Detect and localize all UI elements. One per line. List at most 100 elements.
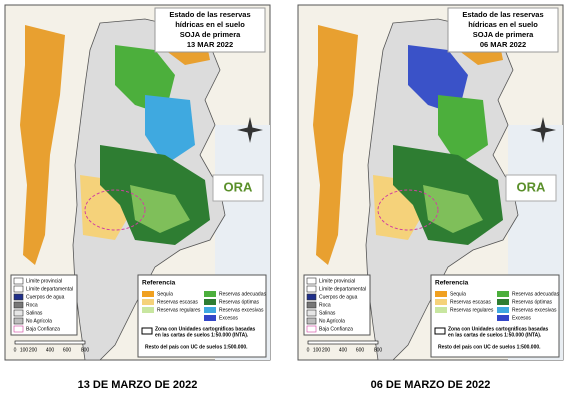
reference-swatch [204, 291, 216, 297]
legend-label: Roca [319, 302, 331, 308]
excess-zone [145, 95, 195, 165]
reference-note: Resto del país con UC de suelos 1:500.00… [145, 344, 248, 350]
reference-swatch [142, 307, 154, 313]
reference-label: Reservas escasas [157, 299, 198, 305]
legend-label: Baja Confianza [319, 326, 353, 332]
panel-caption: 13 DE MARZO DE 2022 [78, 379, 198, 391]
reference-note: en las cartas de suelos 1:50.000 (INTA). [155, 332, 249, 338]
scale-label: 600 [63, 347, 72, 353]
legend-swatch [306, 277, 317, 285]
regular-zone [423, 185, 483, 233]
legend-label: Roca [26, 302, 38, 308]
compass [530, 117, 556, 143]
reference-label: Reservas óptimas [512, 299, 553, 305]
reference-note: Zona con Unidades cartográficas basadas [448, 326, 549, 332]
legend-swatch [306, 285, 317, 293]
reference-swatch [435, 299, 447, 305]
reference-title: Referencia [142, 280, 176, 287]
regular-zone [130, 185, 190, 233]
legend-swatch [13, 293, 24, 301]
map-title: Estado de las reservas [462, 10, 543, 19]
logo: ORA [224, 179, 254, 194]
reference-swatch [142, 291, 154, 297]
reference-note: Resto del país con UC de suelos 1:500.00… [438, 344, 541, 350]
logo-box [505, 174, 557, 202]
legend-swatch [13, 277, 24, 285]
panel-caption: 06 DE MARZO DE 2022 [371, 379, 491, 391]
legend-swatch [13, 309, 24, 317]
reference-swatch [497, 315, 509, 321]
reference-note: en las cartas de suelos 1:50.000 (INTA). [448, 332, 542, 338]
legend-swatch [306, 301, 317, 309]
map-title: 06 MAR 2022 [480, 40, 526, 49]
reference-label: Reservas regulares [450, 307, 494, 313]
reference-note: Zona con Unidades cartográficas basadas [155, 326, 256, 332]
legend-swatch [306, 309, 317, 317]
reference-label: Sequía [450, 291, 466, 297]
logo-box [212, 174, 264, 202]
scale-label: 400 [339, 347, 348, 353]
legend-label: Límite provincial [26, 278, 62, 284]
reference-box [430, 274, 560, 358]
map-title: hídricas en el suelo [468, 20, 538, 29]
reference-label: Reservas excesivas [512, 307, 557, 313]
reference-swatch [204, 307, 216, 313]
drought-zone [20, 25, 65, 265]
low-confidence [84, 189, 146, 231]
low-confidence [377, 189, 439, 231]
scale-label: 400 [46, 347, 55, 353]
legend-label: Baja Confianza [26, 326, 60, 332]
legend-swatch [13, 317, 24, 325]
legend-label: Salinas [26, 310, 43, 316]
legend-swatch [13, 325, 24, 333]
legend-label: Límite departamental [319, 286, 366, 292]
scale-label: 800 [374, 347, 383, 353]
legend-swatch [306, 293, 317, 301]
reference-label: Reservas excesivas [219, 307, 264, 313]
title-box [154, 7, 266, 53]
map-title: SOJA de primera [180, 30, 241, 39]
zone-swatch [434, 327, 446, 335]
legend-label: Cuerpos de agua [26, 294, 65, 300]
logo: ORA [517, 179, 547, 194]
title-box [447, 7, 559, 53]
reference-swatch [204, 315, 216, 321]
reference-label: Reservas adecuadas [512, 291, 559, 297]
scale-label: 100 [20, 347, 29, 353]
legend-label: Límite departamental [26, 286, 73, 292]
legend-label: No Agrícola [319, 318, 345, 324]
map-title: Estado de las reservas [169, 10, 250, 19]
legend-label: No Agrícola [26, 318, 52, 324]
scale-bar [14, 340, 86, 345]
reference-label: Sequía [157, 291, 173, 297]
map-title: 13 MAR 2022 [187, 40, 233, 49]
reference-swatch [497, 299, 509, 305]
reference-label: Excesos [512, 315, 531, 321]
scale-label: 0 [307, 347, 310, 353]
map-title: SOJA de primera [473, 30, 534, 39]
reference-box [137, 274, 267, 358]
reference-title: Referencia [435, 280, 469, 287]
legend-swatch [306, 325, 317, 333]
scale-label: 200 [322, 347, 331, 353]
reference-swatch [204, 299, 216, 305]
excess-zone [438, 95, 488, 165]
reference-label: Reservas óptimas [219, 299, 260, 305]
legend-label: Límite provincial [319, 278, 355, 284]
scale-label: 0 [14, 347, 17, 353]
drought-zone [313, 25, 358, 265]
reference-label: Reservas escasas [450, 299, 491, 305]
reference-label: Reservas regulares [157, 307, 201, 313]
legend-swatch [306, 317, 317, 325]
scale-label: 100 [313, 347, 322, 353]
reference-label: Excesos [219, 315, 238, 321]
reference-label: Reservas adecuadas [219, 291, 266, 297]
legend-swatch [13, 285, 24, 293]
legend-swatch [13, 301, 24, 309]
compass [237, 117, 263, 143]
reference-swatch [435, 291, 447, 297]
reference-swatch [142, 299, 154, 305]
reference-swatch [497, 307, 509, 313]
